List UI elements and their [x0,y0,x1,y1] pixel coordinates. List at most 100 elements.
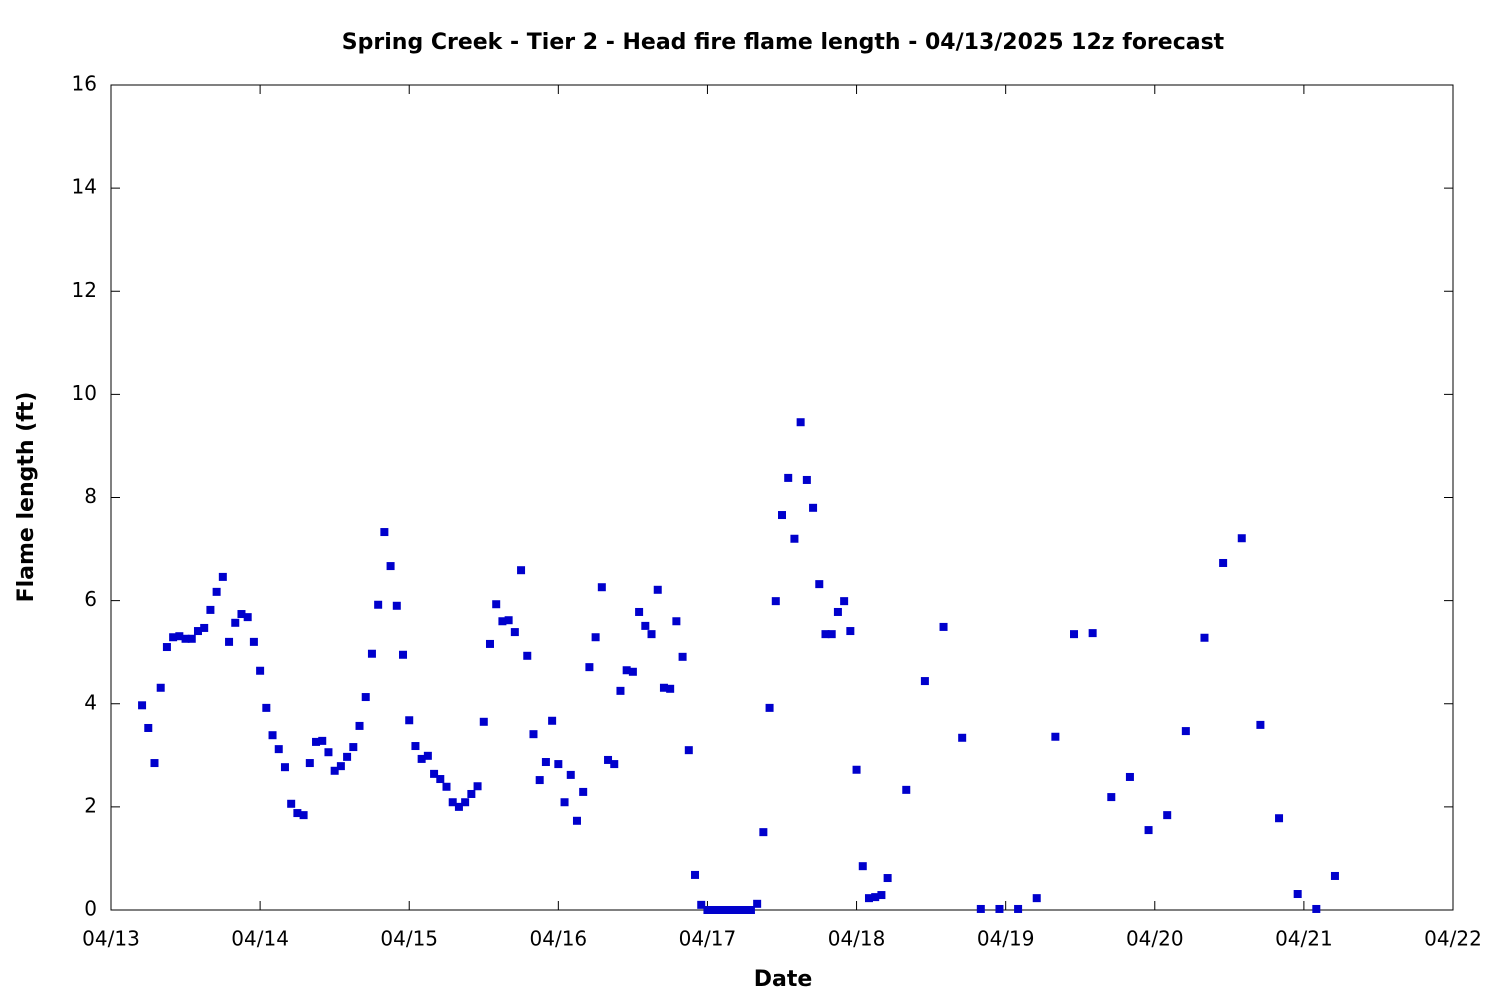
point [218,572,227,581]
point [150,759,159,768]
point [467,789,476,798]
point [523,651,532,660]
point [871,893,880,902]
point [827,630,836,639]
point [790,534,799,543]
point [517,566,526,575]
point [312,737,321,746]
plot-frame [110,84,1454,911]
point [473,782,482,791]
point [485,639,494,648]
point [231,618,240,627]
point [684,746,693,755]
point [138,701,147,710]
point [833,607,842,616]
y-tick-label: 8 [84,484,97,508]
point [200,623,209,632]
point [778,511,786,520]
point [330,766,339,775]
point [1144,826,1153,835]
point [299,811,308,820]
point [293,809,302,818]
point [1014,904,1023,913]
point [809,503,818,512]
x-tick-label: 04/13 [82,927,140,951]
point [622,666,631,675]
point [386,562,395,571]
point [162,643,171,652]
point [1032,894,1041,903]
point [361,693,370,702]
point [709,906,718,914]
point [1181,727,1190,736]
point [746,906,755,914]
point [336,762,345,771]
x-tick-label: 04/17 [679,927,737,951]
point [256,666,265,675]
y-tick-label: 4 [84,690,97,714]
point [995,904,1004,913]
point [1219,558,1228,567]
chart-title: Spring Creek - Tier 2 - Head fire flame … [342,30,1225,55]
x-tick-label: 04/16 [530,927,588,951]
x-tick-label: 04/21 [1275,927,1333,951]
point [715,906,724,914]
point [920,677,929,686]
point [268,731,277,740]
point [1256,720,1265,729]
point [1312,904,1321,913]
point [958,733,967,742]
point [597,583,606,592]
point [324,748,333,757]
point [181,634,190,643]
y-tick-label: 6 [84,587,97,611]
point [405,716,414,725]
point [604,755,613,764]
point [237,610,246,619]
point [653,585,662,594]
point [722,906,731,914]
point [1088,629,1097,638]
point [1107,793,1116,802]
point [380,528,389,537]
point [840,597,849,606]
y-tick-label: 14 [72,175,97,199]
point [448,798,457,807]
point [225,637,234,646]
point [821,630,830,639]
point [610,760,619,769]
point [672,617,681,626]
point [591,633,600,642]
point [585,663,594,672]
point [355,721,364,730]
point [492,600,501,609]
point [697,900,706,909]
point [349,743,358,752]
point [417,754,426,763]
point [423,751,432,760]
point [374,600,383,609]
point [1163,811,1172,820]
point [243,613,252,622]
point [454,802,463,811]
x-tick-label: 04/19 [977,927,1035,951]
point [728,906,737,914]
point [647,630,656,639]
x-tick-label: 04/15 [380,927,438,951]
point [815,580,824,589]
point [498,617,507,626]
point [852,765,861,774]
point [529,730,538,739]
point [262,703,271,712]
point [399,650,408,659]
point [461,798,470,807]
point [678,652,687,661]
y-tick-label: 10 [72,381,97,405]
point [659,683,668,692]
point [1200,633,1209,642]
point [628,667,637,676]
point [548,716,557,725]
point [1275,814,1284,823]
point [796,418,805,427]
